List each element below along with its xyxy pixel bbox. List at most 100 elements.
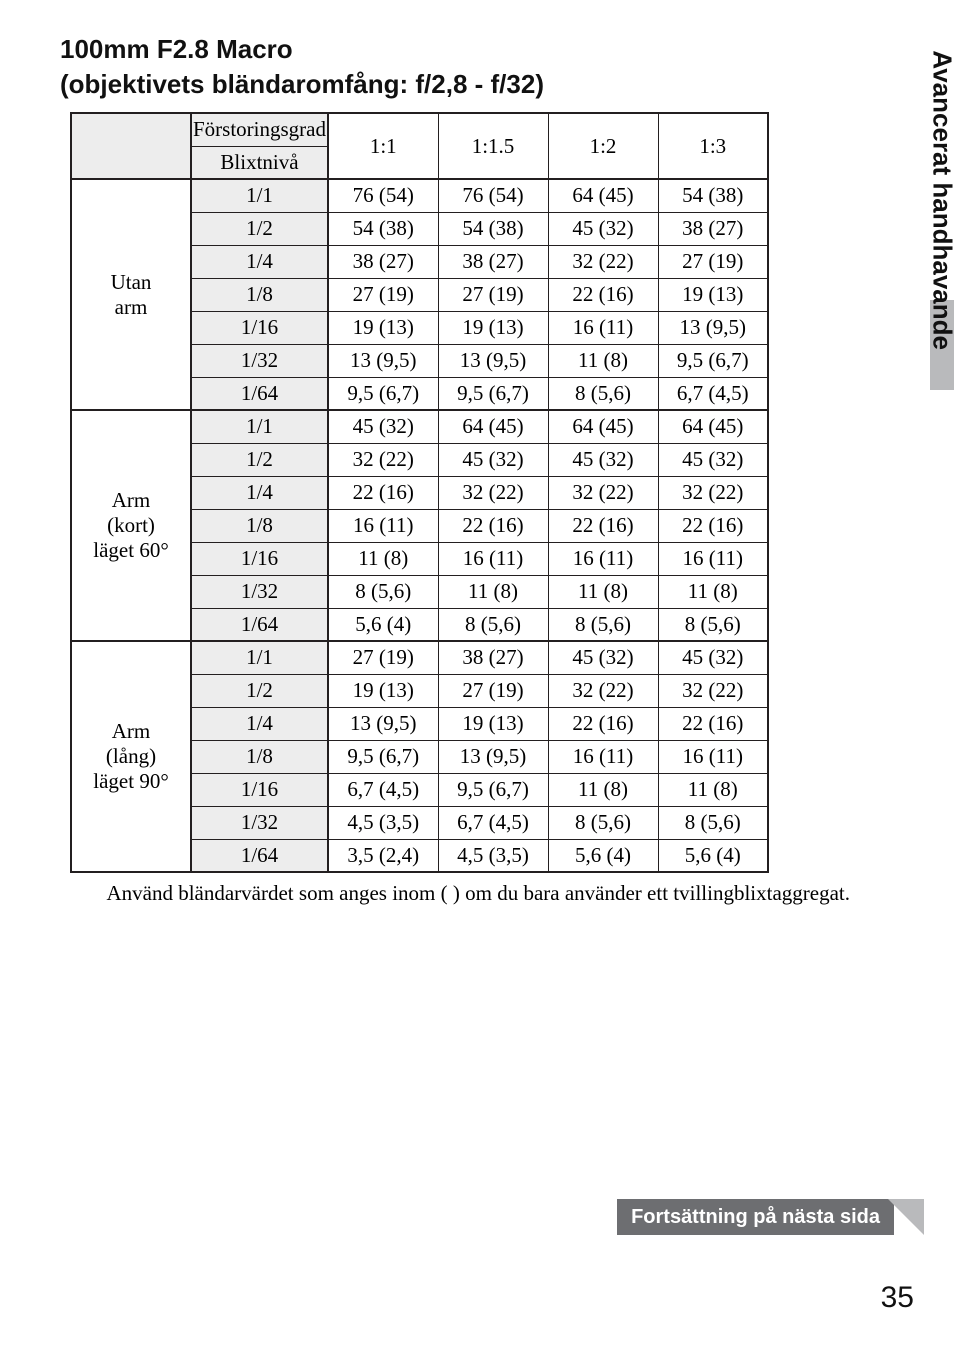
value-cell: 13 (9,5) [438,344,548,377]
page-title: 100mm F2.8 Macro (objektivets bländaromf… [60,32,894,102]
value-cell: 8 (5,6) [438,608,548,641]
aperture-table: Förstoringsgrad1:11:1.51:21:3BlixtnivåUt… [70,112,769,873]
title-line1: 100mm F2.8 Macro [60,34,293,64]
value-cell: 16 (11) [328,509,438,542]
group-label-line: läget 60° [93,538,168,562]
value-cell: 22 (16) [548,278,658,311]
value-cell: 19 (13) [658,278,768,311]
value-cell: 54 (38) [328,212,438,245]
value-cell: 6,7 (4,5) [328,773,438,806]
value-cell: 45 (32) [548,212,658,245]
header-corner-blank [71,113,191,179]
value-cell: 22 (16) [548,509,658,542]
value-cell: 32 (22) [548,245,658,278]
value-cell: 22 (16) [658,509,768,542]
page-number: 35 [881,1281,914,1315]
flash-level: 1/2 [191,443,328,476]
value-cell: 16 (11) [658,740,768,773]
side-tab-label: Avancerat handhavande [927,50,954,350]
flash-level: 1/32 [191,344,328,377]
continuation-arrow [888,1199,924,1235]
value-cell: 32 (22) [658,674,768,707]
value-cell: 32 (22) [548,674,658,707]
value-cell: 32 (22) [438,476,548,509]
value-cell: 32 (22) [548,476,658,509]
header-ratio: 1:2 [548,113,658,179]
header-ratio: 1:3 [658,113,768,179]
value-cell: 8 (5,6) [658,806,768,839]
value-cell: 11 (8) [438,575,548,608]
group-label-line: läget 90° [93,769,168,793]
value-cell: 64 (45) [658,410,768,443]
value-cell: 9,5 (6,7) [438,773,548,806]
value-cell: 5,6 (4) [328,608,438,641]
value-cell: 16 (11) [548,542,658,575]
value-cell: 9,5 (6,7) [658,344,768,377]
value-cell: 4,5 (3,5) [328,806,438,839]
flash-level: 1/8 [191,509,328,542]
group-label-line: arm [115,295,148,319]
value-cell: 11 (8) [548,344,658,377]
value-cell: 32 (22) [328,443,438,476]
header-ratio: 1:1.5 [438,113,548,179]
value-cell: 54 (38) [438,212,548,245]
value-cell: 4,5 (3,5) [438,839,548,872]
value-cell: 8 (5,6) [328,575,438,608]
group-label-line: Arm [112,488,151,512]
flash-level: 1/8 [191,278,328,311]
value-cell: 8 (5,6) [548,806,658,839]
value-cell: 19 (13) [328,311,438,344]
flash-level: 1/8 [191,740,328,773]
value-cell: 16 (11) [658,542,768,575]
value-cell: 13 (9,5) [438,740,548,773]
value-cell: 11 (8) [658,575,768,608]
value-cell: 16 (11) [548,740,658,773]
continuation-text: Fortsättning på nästa sida [617,1199,894,1235]
section-side-tab: Avancerat handhavande [908,300,954,730]
value-cell: 64 (45) [548,410,658,443]
value-cell: 9,5 (6,7) [328,740,438,773]
flash-level: 1/2 [191,674,328,707]
group-label: Arm(kort)läget 60° [71,410,191,641]
value-cell: 45 (32) [658,641,768,674]
value-cell: 27 (19) [328,641,438,674]
flash-level: 1/2 [191,212,328,245]
value-cell: 5,6 (4) [658,839,768,872]
header-flash: Blixtnivå [191,146,328,179]
value-cell: 76 (54) [328,179,438,212]
value-cell: 8 (5,6) [548,608,658,641]
flash-level: 1/4 [191,476,328,509]
value-cell: 22 (16) [438,509,548,542]
value-cell: 38 (27) [658,212,768,245]
value-cell: 45 (32) [328,410,438,443]
value-cell: 11 (8) [548,575,658,608]
value-cell: 5,6 (4) [548,839,658,872]
value-cell: 27 (19) [658,245,768,278]
value-cell: 3,5 (2,4) [328,839,438,872]
value-cell: 16 (11) [548,311,658,344]
value-cell: 22 (16) [658,707,768,740]
title-line2: (objektivets bländaromfång: f/2,8 - f/32… [60,69,544,99]
group-label: Arm(lång)läget 90° [71,641,191,872]
value-cell: 19 (13) [438,707,548,740]
value-cell: 45 (32) [548,443,658,476]
flash-level: 1/16 [191,773,328,806]
flash-level: 1/32 [191,806,328,839]
value-cell: 19 (13) [438,311,548,344]
value-cell: 38 (27) [438,641,548,674]
value-cell: 45 (32) [658,443,768,476]
value-cell: 11 (8) [328,542,438,575]
value-cell: 45 (32) [548,641,658,674]
value-cell: 76 (54) [438,179,548,212]
value-cell: 9,5 (6,7) [328,377,438,410]
value-cell: 9,5 (6,7) [438,377,548,410]
value-cell: 64 (45) [438,410,548,443]
value-cell: 45 (32) [438,443,548,476]
value-cell: 11 (8) [548,773,658,806]
flash-level: 1/1 [191,410,328,443]
value-cell: 11 (8) [658,773,768,806]
group-label-line: (kort) [107,513,155,537]
value-cell: 8 (5,6) [548,377,658,410]
value-cell: 64 (45) [548,179,658,212]
value-cell: 16 (11) [438,542,548,575]
